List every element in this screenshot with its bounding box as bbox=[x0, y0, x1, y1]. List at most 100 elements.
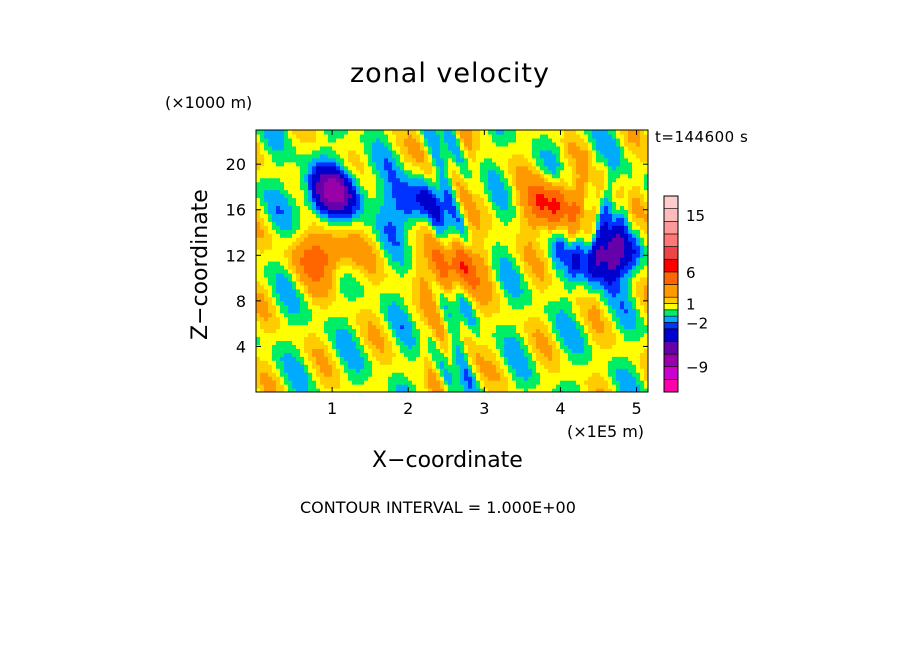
field-cell bbox=[580, 276, 585, 282]
field-cell bbox=[636, 348, 641, 353]
field-cell bbox=[516, 292, 521, 298]
field-cell bbox=[268, 292, 273, 298]
field-cell bbox=[344, 348, 349, 353]
field-cell bbox=[272, 336, 277, 341]
field-cell bbox=[636, 201, 641, 207]
field-cell bbox=[572, 292, 577, 298]
field-cell bbox=[352, 257, 357, 262]
field-cell bbox=[300, 197, 305, 203]
field-cell bbox=[612, 360, 617, 365]
field-cell bbox=[540, 296, 545, 302]
field-cell bbox=[484, 332, 489, 338]
field-cell bbox=[348, 292, 353, 298]
field-cell bbox=[416, 257, 421, 262]
field-cell bbox=[256, 328, 261, 334]
field-cell bbox=[456, 249, 461, 254]
field-cell bbox=[636, 241, 641, 246]
field-cell bbox=[532, 189, 537, 195]
field-cell bbox=[380, 268, 385, 274]
field-cell bbox=[344, 209, 349, 214]
field-cell bbox=[640, 229, 645, 234]
field-cell bbox=[600, 280, 605, 286]
field-cell bbox=[328, 272, 333, 278]
field-cell bbox=[364, 348, 369, 353]
field-cell bbox=[468, 288, 473, 294]
field-cell bbox=[588, 360, 593, 365]
field-cell bbox=[508, 384, 513, 389]
field-cell bbox=[488, 245, 493, 250]
field-cell bbox=[436, 201, 441, 207]
field-cell bbox=[472, 360, 477, 365]
field-cell bbox=[508, 264, 513, 270]
field-cell bbox=[396, 324, 401, 330]
field-cell bbox=[512, 233, 517, 238]
field-cell bbox=[328, 264, 333, 270]
field-cell bbox=[376, 245, 381, 250]
field-cell bbox=[276, 356, 281, 361]
field-cell bbox=[300, 376, 305, 381]
field-cell bbox=[272, 376, 277, 381]
field-cell bbox=[508, 324, 513, 330]
field-cell bbox=[536, 372, 541, 377]
field-cell bbox=[336, 360, 341, 365]
field-cell bbox=[272, 261, 277, 266]
field-cell bbox=[268, 261, 273, 266]
field-cell bbox=[520, 300, 525, 306]
field-cell bbox=[400, 304, 405, 310]
field-cell bbox=[644, 352, 648, 357]
field-cell bbox=[460, 221, 465, 226]
field-cell bbox=[568, 276, 573, 282]
field-cell bbox=[516, 280, 521, 286]
field-cell bbox=[420, 237, 425, 242]
field-cell bbox=[612, 221, 617, 226]
field-cell bbox=[404, 336, 409, 341]
field-cell bbox=[316, 237, 321, 242]
field-cell bbox=[360, 213, 365, 218]
field-cell bbox=[380, 241, 385, 246]
field-cell bbox=[628, 209, 633, 214]
field-cell bbox=[456, 272, 461, 278]
field-cell bbox=[468, 296, 473, 302]
field-cell bbox=[516, 312, 521, 318]
field-cell bbox=[376, 336, 381, 341]
field-cell bbox=[460, 320, 465, 326]
field-cell bbox=[368, 308, 373, 314]
field-cell bbox=[340, 245, 345, 250]
field-cell bbox=[596, 328, 601, 334]
field-cell bbox=[272, 344, 277, 349]
field-cell bbox=[588, 268, 593, 274]
field-cell bbox=[624, 261, 629, 266]
field-cell bbox=[368, 253, 373, 258]
field-cell bbox=[400, 253, 405, 258]
time-label: t=144600 s bbox=[655, 128, 749, 146]
field-cell bbox=[296, 189, 301, 195]
field-cell bbox=[476, 332, 481, 338]
field-cell bbox=[384, 324, 389, 330]
field-cell bbox=[296, 225, 301, 230]
field-cell bbox=[508, 245, 513, 250]
field-cell bbox=[440, 388, 445, 392]
field-cell bbox=[356, 233, 361, 238]
field-cell bbox=[532, 249, 537, 254]
field-cell bbox=[540, 221, 545, 226]
field-cell bbox=[528, 241, 533, 246]
field-cell bbox=[592, 340, 597, 345]
field-cell bbox=[556, 213, 561, 218]
field-cell bbox=[384, 205, 389, 210]
field-cell bbox=[388, 217, 393, 222]
field-cell bbox=[412, 360, 417, 365]
field-cell bbox=[296, 348, 301, 353]
field-cell bbox=[356, 352, 361, 357]
field-cell bbox=[588, 316, 593, 322]
field-cell bbox=[512, 217, 517, 222]
field-cell bbox=[336, 201, 341, 207]
field-cell bbox=[476, 257, 481, 262]
field-cell bbox=[304, 336, 309, 341]
field-cell bbox=[332, 268, 337, 274]
field-cell bbox=[588, 356, 593, 361]
field-cell bbox=[532, 384, 537, 389]
field-cell bbox=[268, 253, 273, 258]
field-cell bbox=[632, 233, 637, 238]
field-cell bbox=[580, 364, 585, 369]
field-cell bbox=[456, 320, 461, 326]
